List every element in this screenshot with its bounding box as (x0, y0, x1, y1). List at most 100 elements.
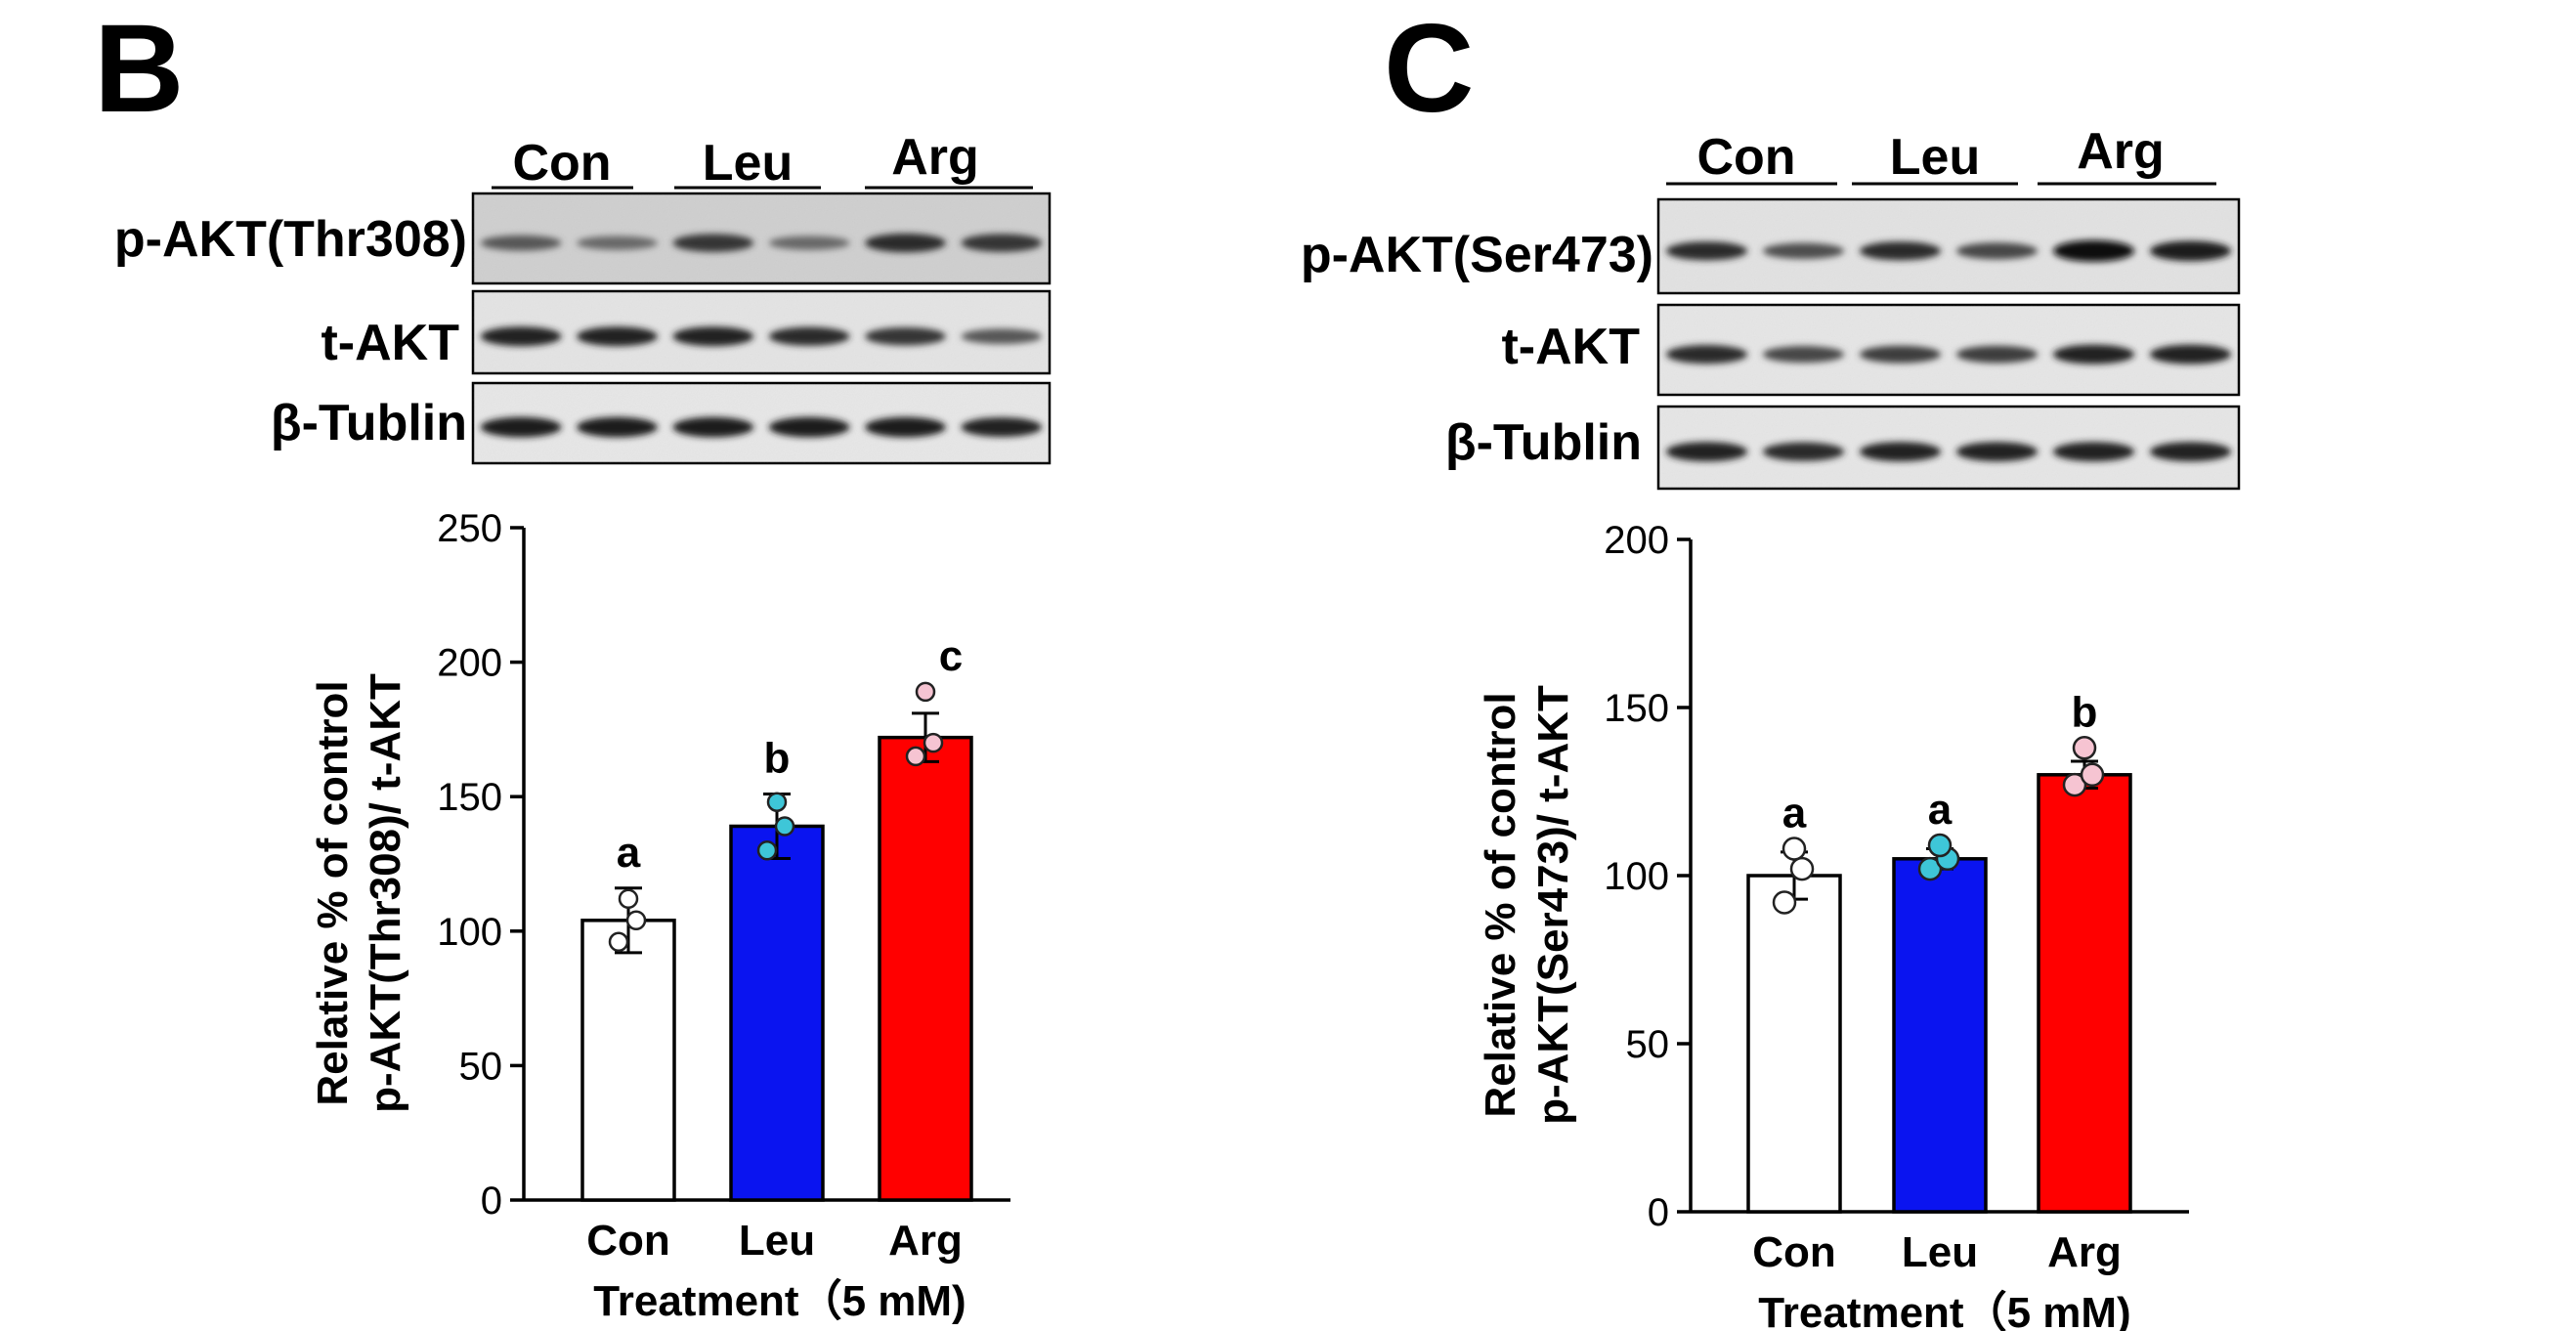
blot-band (1762, 346, 1845, 364)
blot-strip (1656, 405, 2241, 491)
panel-b-lane-headers: Con Leu Arg (492, 129, 1033, 192)
y-axis-title-c: Relative % of control p-AKT(Ser473)/ t-AK… (1477, 685, 1577, 1125)
significance-letter: b (764, 734, 791, 782)
y-tick-label: 0 (1648, 1191, 1669, 1234)
blot-strip (471, 289, 1052, 375)
data-point (2062, 772, 2087, 797)
blot-band (2052, 344, 2135, 365)
blot-band (1955, 442, 2039, 462)
y-tick-label: 200 (1604, 519, 1669, 562)
blot-label-p-akt-ser473: p-AKT(Ser473) (1301, 227, 1653, 283)
significance-letter: a (1782, 789, 1807, 837)
blot-band (672, 234, 754, 252)
blot-label-p-akt-thr308: p-AKT(Thr308) (114, 211, 467, 268)
bar (729, 824, 825, 1202)
x-axis-title: Treatment（5 mM) (593, 1277, 966, 1325)
blot-label-beta-tublin: β-Tublin (271, 395, 467, 451)
y-tick-label: 0 (481, 1180, 502, 1223)
y-axis-title-line: p-AKT(Ser473)/ t-AKT (1529, 685, 1577, 1125)
blot-band (865, 234, 946, 253)
blot-strip (1656, 197, 2241, 295)
blot-band (1665, 345, 1748, 365)
panel-b: B Con Leu Arg p-AKT(Thr308) t-AKT β-Tubl… (94, 0, 1052, 465)
lane-label-arg: Arg (2077, 123, 2165, 180)
blot-texture (1658, 407, 2239, 489)
bar (1892, 857, 1988, 1214)
blot-strip (471, 381, 1052, 465)
bar (878, 735, 973, 1202)
blot-band (672, 416, 754, 438)
blot-strip (471, 192, 1052, 285)
significance-letter: a (617, 829, 641, 877)
bar (2037, 773, 2132, 1214)
blot-band (480, 326, 562, 347)
data-point (1917, 856, 1943, 881)
blot-texture (1658, 199, 2239, 293)
blot-band (672, 326, 754, 347)
blot-band (1955, 345, 2039, 364)
blot-band (2052, 239, 2135, 262)
y-axis-title-line: Relative % of control (309, 680, 357, 1105)
blot-band (577, 416, 658, 438)
lane-label-arg: Arg (891, 129, 979, 186)
significance-letter: c (939, 632, 963, 680)
blot-band (2149, 240, 2232, 262)
lane-label-leu: Leu (703, 135, 793, 192)
panel-c: C Con Leu Arg p-AKT(Ser473) t-AKT β-Tubl… (1301, 0, 2241, 491)
y-tick-label: 150 (437, 776, 502, 819)
data-point (2072, 736, 2097, 760)
blot-band (577, 326, 658, 347)
data-point (915, 681, 936, 703)
y-tick-label: 200 (437, 642, 502, 685)
y-tick-label: 250 (437, 507, 502, 550)
blot-images-c (1656, 197, 2241, 491)
lane-label-leu: Leu (1890, 129, 1980, 186)
blot-band (768, 236, 850, 250)
data-point (625, 910, 647, 931)
x-axis-title: Treatment（5 mM) (1758, 1289, 2130, 1331)
blot-band (577, 236, 658, 250)
x-category-label: Arg (888, 1217, 963, 1265)
blot-label-t-akt: t-AKT (1501, 319, 1640, 375)
data-point (608, 931, 629, 953)
blot-band (2149, 344, 2232, 365)
bar-chart-b: Relative % of control p-AKT(Thr308)/ t-AK… (309, 507, 1010, 1325)
panel-letter-c: C (1384, 0, 1474, 139)
y-tick-label: 50 (459, 1045, 503, 1088)
data-point (618, 888, 639, 910)
blot-band (1859, 345, 1942, 364)
data-point (1789, 856, 1815, 881)
blot-band (2149, 442, 2232, 462)
lane-label-con: Con (1696, 129, 1795, 186)
blot-band (961, 417, 1043, 438)
x-category-label: Leu (739, 1217, 815, 1265)
data-point (923, 732, 944, 753)
blot-band (1665, 442, 1748, 462)
y-tick-label: 100 (437, 911, 502, 954)
panel-c-lane-headers: Con Leu Arg (1666, 123, 2216, 186)
y-tick-label: 50 (1626, 1023, 1670, 1066)
blot-strip (1656, 303, 2241, 397)
blot-band (480, 416, 562, 438)
panel-letter-b: B (94, 0, 184, 139)
data-point (756, 839, 778, 861)
data-point (1772, 890, 1797, 915)
data-point (905, 746, 926, 767)
bar-chart-c: Relative % of control p-AKT(Ser473)/ t-AK… (1477, 519, 2189, 1331)
blot-band (961, 328, 1043, 345)
x-category-label: Leu (1902, 1228, 1978, 1276)
blot-images-b (471, 192, 1052, 465)
blot-texture (473, 193, 1050, 283)
y-axis-title-b: Relative % of control p-AKT(Thr308)/ t-AK… (309, 673, 409, 1113)
blot-label-t-akt: t-AKT (321, 315, 459, 371)
y-axis-title-line: p-AKT(Thr308)/ t-AKT (362, 673, 409, 1113)
blot-band (1955, 242, 2039, 260)
significance-letter: a (1928, 786, 1953, 834)
blot-texture (473, 291, 1050, 373)
blot-band (865, 326, 946, 346)
x-category-label: Con (1752, 1228, 1836, 1276)
blot-band (768, 416, 850, 438)
data-point (1927, 833, 1953, 858)
blot-band (961, 234, 1043, 252)
